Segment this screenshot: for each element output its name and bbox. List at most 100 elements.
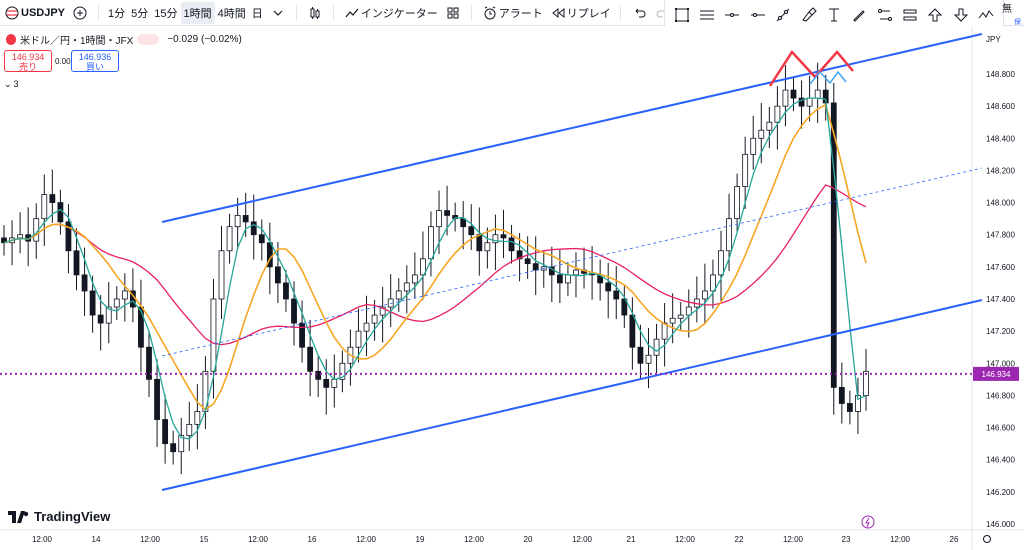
y-tick-label: 146.800 [986, 391, 1015, 400]
candle-body [701, 290, 708, 300]
candle-body [162, 419, 169, 445]
channel-tool-icon[interactable] [901, 6, 919, 24]
interval-15m[interactable]: 15分 [154, 7, 178, 20]
channel-lower-line [161, 299, 983, 491]
candle-body [89, 290, 96, 316]
interval-1d[interactable]: 日 [251, 7, 263, 20]
candle-body [355, 330, 362, 348]
buy-button[interactable]: 146.936 買い [71, 50, 119, 72]
candle-body [299, 322, 305, 348]
wave-pattern-tool-icon[interactable] [977, 6, 995, 24]
pen-tool-icon[interactable] [850, 6, 868, 24]
text-tool-icon[interactable] [825, 6, 843, 24]
candle-body [766, 121, 773, 131]
candle-body [734, 186, 741, 220]
candle-body [258, 234, 265, 244]
candle-body [726, 218, 732, 252]
candle-body [242, 215, 249, 223]
candle-body [798, 97, 805, 107]
candle-body [556, 274, 563, 284]
flag-icon [6, 34, 16, 45]
layouts-button[interactable] [441, 2, 465, 24]
price-chart[interactable]: 148.800 148.600 148.400 148.200 148.000 147.8… [0, 26, 1024, 550]
candle-body [411, 274, 418, 284]
y-tick-label: 146.000 [986, 520, 1015, 529]
candle-body [275, 266, 281, 284]
x-tick-label: 14 [92, 535, 101, 544]
y-tick-label: 146.200 [986, 488, 1015, 497]
fib-lines-tool-icon[interactable] [698, 6, 716, 24]
symbol-status-icon[interactable] [137, 34, 160, 45]
ma-slow-line [3, 184, 867, 346]
interval-5m[interactable]: 5分 [131, 7, 149, 20]
candle-body [363, 322, 370, 332]
interval-dropdown[interactable] [266, 2, 290, 24]
replay-button[interactable]: リプレイ [546, 2, 614, 24]
candle-body [500, 234, 507, 239]
candle-body [395, 290, 402, 300]
candle-body [339, 362, 346, 380]
candle-body [41, 194, 48, 220]
indicators-collapse-toggle[interactable]: ⌄ 3 [4, 77, 24, 91]
chart-legend: 米ドル／円・1時間・JFX −0.029 (−0.02%) [6, 32, 242, 47]
candle-body [838, 386, 845, 404]
x-tick-label: 12:00 [140, 535, 161, 544]
interval-4h[interactable]: 4時間 [217, 7, 246, 20]
chevron-down-icon: ⌄ [4, 78, 12, 89]
legend-change: −0.029 (−0.02%) [167, 34, 242, 45]
gear-icon [983, 535, 991, 543]
y-tick-label: 147.400 [986, 295, 1015, 304]
chart-type-button[interactable] [303, 2, 327, 24]
x-tick-label: 12:00 [356, 535, 377, 544]
trend-line-tool-icon[interactable] [774, 6, 792, 24]
indicators-button[interactable]: インジケーター [340, 2, 441, 24]
toolbar-divider [295, 4, 297, 21]
candle-body [460, 218, 467, 228]
brush-tool-icon[interactable] [800, 6, 818, 24]
candle-body [331, 378, 338, 388]
layout-grid-icon [444, 4, 462, 22]
interval-1m[interactable]: 1分 [108, 7, 126, 20]
candle-body [218, 250, 225, 300]
arrow-up-tool-icon[interactable] [926, 6, 944, 24]
arrow-down-tool-icon[interactable] [952, 6, 970, 24]
right-panel-label[interactable]: 無 [1002, 4, 1012, 15]
candle-body [186, 423, 193, 437]
candle-body [653, 338, 660, 356]
candle-body [194, 411, 201, 425]
x-tick-label: 12:00 [783, 535, 804, 544]
candle-body [629, 314, 636, 348]
y-tick-label: 147.800 [986, 231, 1015, 240]
current-price-label: 146.934 [982, 370, 1011, 379]
y-tick-label: 148.800 [986, 70, 1015, 79]
x-tick-label: 12:00 [572, 535, 593, 544]
interval-1h[interactable]: 1時間 [180, 1, 215, 24]
horizontal-ray-tool-icon[interactable] [749, 6, 767, 24]
candle-body [685, 306, 692, 316]
usd-flag-icon [3, 4, 21, 22]
compare-add-button[interactable] [68, 2, 92, 24]
tradingview-logo: TradingView [8, 509, 110, 524]
candle-body [436, 210, 442, 228]
path-tool-icon[interactable] [876, 6, 894, 24]
select-rect-tool-icon[interactable] [673, 6, 691, 24]
sell-button[interactable]: 146.934 売り [4, 50, 52, 72]
candle-body [565, 274, 571, 284]
horizontal-line-tool-icon[interactable] [723, 6, 741, 24]
candle-body [57, 202, 64, 223]
x-tick-label: 26 [950, 535, 959, 544]
x-tick-label: 12:00 [675, 535, 696, 544]
candle-body [210, 298, 217, 372]
candle-body [178, 435, 185, 453]
candle-body [444, 210, 450, 216]
candle-body [17, 234, 24, 239]
x-tick-label: 23 [842, 535, 851, 544]
symbol-label: USDJPY [21, 6, 66, 19]
alert-button[interactable]: アラート [478, 2, 546, 24]
double-top-blue-pattern [809, 70, 847, 85]
undo-button[interactable] [627, 2, 651, 24]
candle-body [138, 306, 144, 348]
candle-body [758, 129, 765, 139]
right-panel-sublabel[interactable]: 保 [1014, 19, 1021, 26]
symbol-search-button[interactable]: USDJPY [0, 2, 68, 24]
